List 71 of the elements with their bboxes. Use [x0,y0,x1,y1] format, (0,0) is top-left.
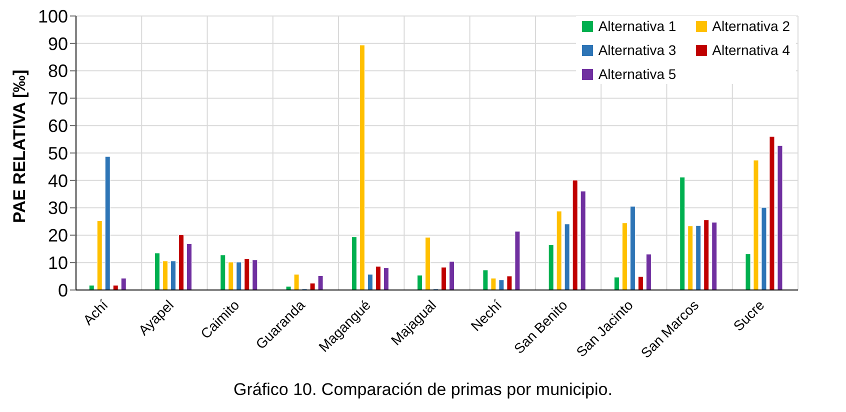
bar [367,274,373,290]
bar [548,244,554,290]
bar [170,260,176,290]
bar [769,136,775,290]
bar [310,282,316,290]
bar [753,160,759,290]
bar [696,225,702,290]
bar [688,226,694,290]
bar [154,252,160,290]
bar [236,262,242,290]
legend-label: Alternativa 5 [598,66,676,82]
bar [680,176,686,290]
legend-label: Alternativa 2 [712,18,790,34]
bar [646,254,652,290]
bar [120,278,126,290]
bar [88,285,94,290]
bar [220,254,226,290]
bar [572,180,578,290]
bar [178,234,184,290]
legend-label: Alternativa 4 [712,42,790,58]
bar [482,270,488,290]
bar [294,274,300,290]
y-tick-label: 20 [48,226,68,246]
bar [506,276,512,290]
legend-label: Alternativa 1 [598,18,676,34]
y-tick-label: 80 [48,61,68,82]
bar [162,260,168,290]
bar [745,254,751,290]
bar [104,156,110,290]
bar [580,190,586,290]
y-tick-label: 0 [58,280,68,300]
y-tick-label: 70 [48,88,68,109]
bar [564,224,570,290]
y-axis-title: PAE RELATIVA [‰] [10,70,30,223]
bar [556,210,562,290]
bar [777,145,783,290]
y-tick-label: 90 [48,34,68,54]
bar [622,222,628,290]
y-tick-label: 60 [48,116,68,136]
bar [318,276,324,290]
bar [630,206,636,290]
y-tick-label: 10 [48,252,68,273]
bar [425,237,431,290]
y-tick-label: 40 [48,170,68,191]
bar [359,44,365,290]
y-tick-label: 100 [38,6,68,26]
bar [712,222,718,290]
bar [441,267,447,290]
bar [383,268,389,290]
bar [704,220,710,290]
y-tick-label: 30 [48,198,68,218]
bar [351,236,357,290]
bar [614,276,620,290]
bar [244,258,250,290]
bar [514,231,520,290]
bar [761,207,767,290]
bar [286,286,292,290]
bar [228,262,234,290]
bar [449,261,455,290]
bar [96,220,102,290]
bar [638,276,644,290]
bar [252,260,258,290]
y-tick-label: 50 [48,143,68,164]
bar [490,278,496,290]
bar [417,274,423,290]
bar [375,266,381,290]
bar [112,285,118,290]
bar [186,243,192,290]
bar [498,280,504,290]
text: Gráfico 10. Comparación de primas por municipio. [232,380,614,400]
legend-label: Alternativa 3 [598,42,676,58]
